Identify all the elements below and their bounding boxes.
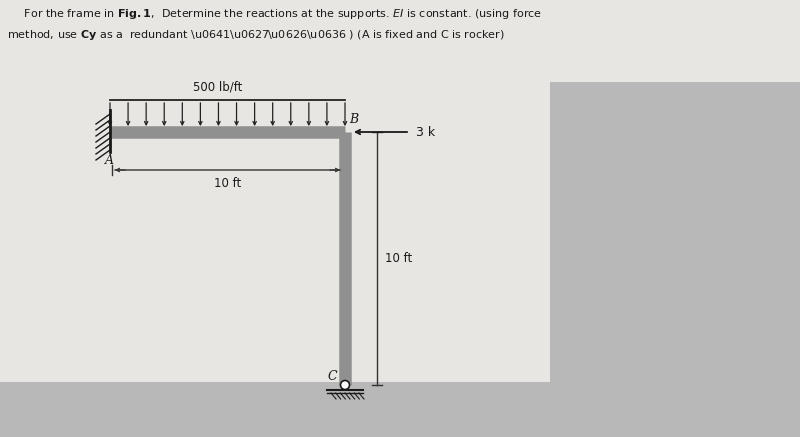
Text: 10 ft: 10 ft (385, 252, 412, 265)
Text: 500 lb/ft: 500 lb/ft (193, 80, 242, 93)
Bar (0, 0, 800, 82)
Text: 10 ft: 10 ft (214, 177, 241, 190)
Text: 3 k: 3 k (416, 125, 435, 139)
Text: A: A (105, 154, 114, 167)
Text: method, use $\mathbf{Cy}$ as a  redundant \u0641\u0627\u0626\u0636 ) (A is fixed: method, use $\mathbf{Cy}$ as a redundant… (7, 28, 505, 42)
Text: B: B (349, 113, 358, 126)
Text: C: C (327, 370, 337, 383)
Circle shape (341, 381, 350, 389)
Bar (0, 82, 550, 382)
Text: $\,$For the frame in $\mathbf{Fig. 1}$,  Determine the reactions at the supports: $\,$For the frame in $\mathbf{Fig. 1}$, … (22, 7, 542, 21)
